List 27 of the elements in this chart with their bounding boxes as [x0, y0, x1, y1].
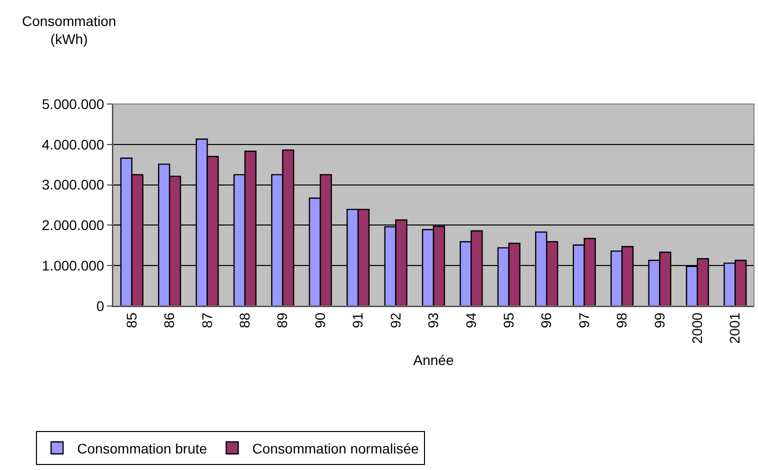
x-tick-label: 91 [350, 312, 366, 328]
y-axis-title: Consommation (kWh) [22, 13, 116, 48]
x-tick-label: 98 [614, 312, 630, 328]
x-tick-label: 2000 [688, 312, 705, 344]
x-tick-label: 2001 [726, 312, 743, 344]
x-tick-label: 86 [161, 312, 178, 328]
y-tick-label: 5.000.000 [42, 96, 104, 112]
x-tick-label: 90 [312, 312, 328, 328]
y-tick-label: 4.000.000 [42, 136, 104, 152]
y-tick-label: 2.000.000 [42, 217, 104, 234]
x-tick-label: 99 [651, 312, 668, 328]
legend-label: Consommation brute [77, 440, 208, 456]
x-tick-label: 96 [538, 312, 554, 328]
legend-label: Consommation normalisée [252, 440, 419, 456]
x-tick-label: 94 [462, 312, 479, 328]
x-tick-label: 92 [387, 312, 404, 328]
x-tick-label: 97 [576, 312, 592, 328]
x-tick-label: 89 [274, 312, 290, 328]
y-tick-label: 0 [96, 298, 104, 314]
x-axis-title: Année [413, 352, 454, 368]
x-tick-label: 93 [425, 312, 442, 328]
y-tick-label: 1.000.000 [42, 258, 104, 274]
x-tick-label: 85 [123, 312, 140, 328]
x-tick-label: 88 [236, 312, 253, 328]
y-tick-label: 3.000.000 [42, 176, 104, 193]
x-tick-label: 87 [198, 312, 215, 328]
x-tick-label: 95 [500, 312, 516, 328]
